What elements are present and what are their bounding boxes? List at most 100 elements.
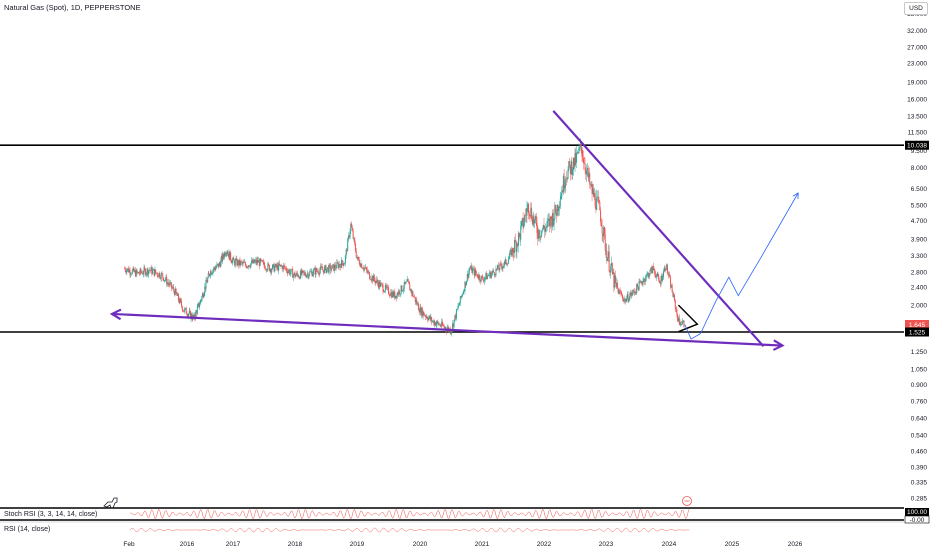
trendline-upper-descending[interactable]: [552, 110, 765, 348]
price-marker[interactable]: 10.038: [905, 140, 929, 150]
candle-body: [374, 279, 376, 284]
candle-body: [236, 258, 238, 266]
y-tick-label: 0.460: [911, 448, 928, 455]
candle-body: [434, 322, 436, 325]
candle-body: [651, 266, 653, 274]
candle-body: [600, 221, 602, 227]
price-marker[interactable]: 1.525: [905, 327, 929, 337]
candle-body: [342, 263, 344, 266]
candle-body: [462, 291, 464, 295]
candle-body: [282, 266, 284, 270]
candle-body: [158, 273, 160, 277]
candle-body: [138, 273, 140, 275]
candle-body: [534, 219, 536, 224]
candle-body: [667, 273, 669, 276]
candle-body: [159, 277, 161, 279]
candle-body: [510, 249, 512, 252]
candle-body: [376, 279, 378, 283]
trendline-lower-descending[interactable]: [111, 312, 783, 347]
candle-body: [593, 193, 595, 197]
candle-body: [355, 251, 357, 258]
y-tick-label: 6.500: [911, 186, 928, 193]
candle-body: [670, 285, 672, 288]
candle-body: [372, 276, 374, 282]
candle-body: [198, 303, 200, 307]
triangle-pattern[interactable]: [677, 304, 699, 333]
candle-body: [637, 287, 639, 291]
candle-body: [251, 260, 253, 264]
candle-body: [485, 273, 487, 278]
candle-body: [413, 296, 415, 298]
currency-badge[interactable]: USD: [904, 2, 928, 15]
candle-body: [476, 274, 478, 277]
candle-body: [259, 258, 261, 266]
price-axis[interactable]: 38.00032.00027.00023.00019.00016.00013.5…: [905, 11, 929, 503]
y-tick-label: 0.760: [911, 399, 928, 406]
candle-body: [316, 271, 318, 272]
candle-body: [354, 238, 356, 244]
candle-body: [212, 270, 214, 274]
candle-body: [479, 275, 481, 281]
candle-body: [131, 273, 133, 275]
candle-body: [398, 290, 400, 295]
candle-body: [420, 307, 422, 315]
candle-body: [207, 273, 209, 278]
candle-body: [358, 256, 360, 260]
candle-body: [482, 276, 484, 280]
candle-body: [575, 152, 577, 163]
candle-body: [542, 225, 544, 230]
candle-body: [145, 273, 147, 276]
candle-body: [352, 230, 354, 239]
candle-body: [529, 215, 531, 217]
candle-body: [248, 265, 250, 267]
candle-body: [183, 310, 185, 312]
candle-body: [159, 273, 161, 278]
candle-body: [565, 178, 567, 180]
candle-body: [664, 267, 666, 271]
stoch-rsi-label[interactable]: Stoch RSI (3, 3, 14, 14, close): [4, 511, 98, 518]
candle-body: [336, 262, 338, 269]
rsi-label[interactable]: RSI (14, close): [4, 526, 51, 533]
candle-body: [660, 275, 662, 284]
candle-body: [402, 290, 404, 292]
candle-body: [427, 318, 429, 321]
candle-body: [616, 282, 618, 288]
candle-body: [284, 266, 286, 269]
candle-body: [394, 291, 396, 299]
candle-body: [610, 266, 612, 273]
candle-body: [479, 280, 481, 282]
candle-body: [285, 268, 287, 269]
candle-body: [622, 295, 624, 299]
candle-body: [561, 190, 563, 197]
candle-body: [142, 273, 144, 275]
candle-body: [203, 293, 205, 296]
candle-body: [310, 271, 312, 272]
candle-body: [141, 272, 143, 275]
candle-body: [225, 254, 227, 256]
candle-body: [221, 255, 223, 261]
candle-body: [219, 263, 221, 267]
candle-body: [124, 268, 125, 269]
candle-body: [256, 259, 258, 264]
candle-body: [609, 270, 611, 273]
candle-body: [264, 265, 266, 269]
candle-body: [130, 274, 132, 275]
candle-body: [522, 218, 524, 228]
symbol-title[interactable]: Natural Gas (Spot), 1D, PEPPERSTONE: [4, 3, 141, 12]
candle-body: [511, 248, 513, 256]
candle-body: [234, 260, 236, 266]
candle-body: [360, 263, 362, 267]
price-pane[interactable]: [0, 110, 904, 351]
time-axis[interactable]: Feb 2016 2017 2018 2019 2020 2021 2022 2023 2024 2…: [123, 541, 802, 548]
price-marker[interactable]: 1.645: [905, 319, 929, 329]
projection-path[interactable]: [684, 192, 799, 340]
candle-body: [657, 273, 659, 277]
candle-body: [351, 227, 353, 231]
candle-body: [215, 267, 217, 268]
dinosaur-icon[interactable]: [103, 497, 118, 509]
candle-body: [653, 268, 655, 271]
candle-body: [640, 281, 642, 283]
candle-body: [438, 322, 440, 325]
candle-body: [315, 268, 317, 275]
